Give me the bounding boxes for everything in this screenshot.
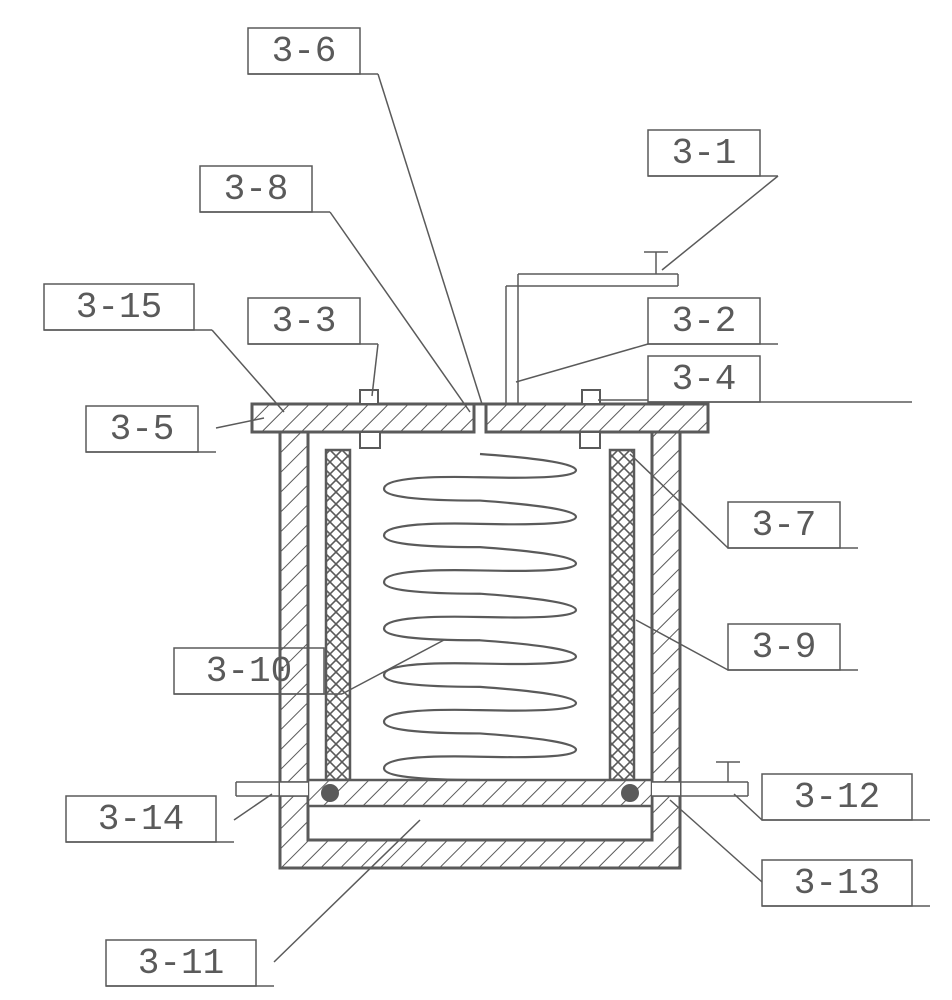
lid-stud <box>360 390 378 404</box>
label-text: 3-2 <box>672 301 737 342</box>
lid-stop <box>580 432 600 448</box>
label-text: 3-10 <box>206 651 292 692</box>
label-text: 3-15 <box>76 287 162 328</box>
label-3-14: 3-14 <box>66 794 272 842</box>
label-3-3: 3-3 <box>248 298 378 396</box>
label-text: 3-14 <box>98 799 184 840</box>
label-3-2: 3-2 <box>516 298 778 382</box>
label-text: 3-3 <box>272 301 337 342</box>
label-text: 3-5 <box>110 409 175 450</box>
label-3-4: 3-4 <box>598 356 912 402</box>
label-3-5: 3-5 <box>86 406 264 452</box>
label-3-1: 3-1 <box>648 130 778 270</box>
label-text: 3-7 <box>752 505 817 546</box>
label-3-8: 3-8 <box>200 166 470 412</box>
label-text: 3-9 <box>752 627 817 668</box>
lid-stop <box>360 432 380 448</box>
label-text: 3-8 <box>224 169 289 210</box>
label-3-12: 3-12 <box>734 774 930 820</box>
label-text: 3-13 <box>794 863 880 904</box>
label-text: 3-6 <box>272 31 337 72</box>
label-3-6: 3-6 <box>248 28 482 404</box>
spring <box>384 454 576 780</box>
lid-stud <box>582 390 600 404</box>
label-text: 3-4 <box>672 359 737 400</box>
label-text: 3-11 <box>138 943 224 984</box>
porous-sleeve <box>326 450 350 780</box>
label-text: 3-1 <box>672 133 737 174</box>
label-text: 3-12 <box>794 777 880 818</box>
piston-seal <box>622 785 638 801</box>
piston <box>308 780 652 806</box>
porous-sleeve <box>610 450 634 780</box>
piston-seal <box>322 785 338 801</box>
